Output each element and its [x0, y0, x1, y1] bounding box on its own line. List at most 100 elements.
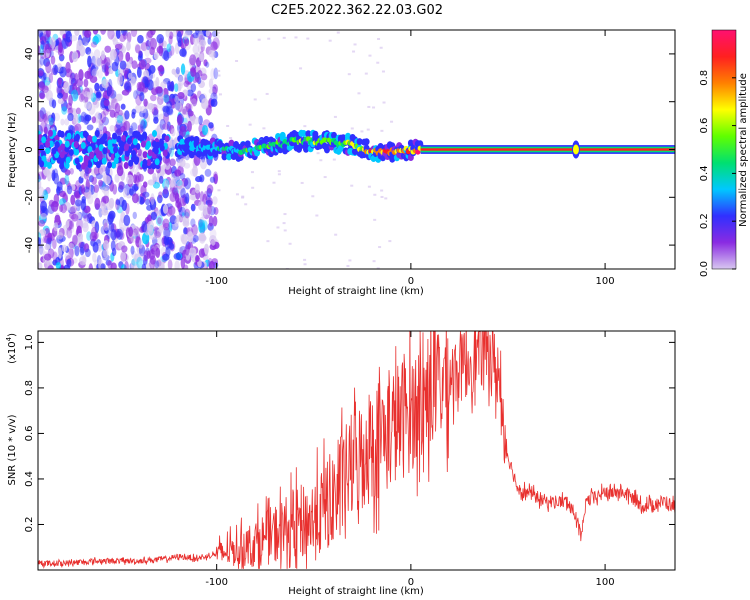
spectrogram-cell — [300, 130, 307, 138]
spectrogram-cell — [162, 253, 170, 261]
spectrogram-cell — [251, 186, 255, 189]
spectrogram-cell — [80, 184, 86, 194]
spectrogram-cell — [94, 111, 102, 123]
spectrogram-cell — [74, 148, 80, 156]
spectrogram-cell — [92, 30, 99, 35]
spectrogram-cell — [235, 60, 239, 63]
spectrogram-cell — [100, 111, 107, 123]
spectrogram-cell — [173, 252, 182, 260]
spectrogram-cell — [118, 181, 125, 190]
spectrogram-cell — [272, 181, 276, 184]
spectrogram-cell — [76, 39, 84, 51]
spectrogram-cell — [180, 63, 186, 75]
spectrogram-cell — [81, 218, 89, 229]
spectrogram-cell — [128, 159, 134, 167]
spectrogram-cell — [300, 181, 304, 184]
spectrogram-cell — [179, 158, 186, 168]
colorbar-scale — [711, 29, 737, 270]
spectrogram-cell — [145, 263, 152, 269]
spectrogram-cell — [178, 246, 184, 254]
spectrogram-cell — [179, 48, 187, 57]
spectrogram-cell — [57, 47, 64, 57]
spectrogram-cell — [190, 83, 197, 92]
spectrogram-cell — [131, 108, 137, 115]
spectrogram-cell — [116, 165, 124, 177]
spectrogram-cell — [82, 222, 89, 233]
spectrogram-cell — [120, 125, 126, 133]
spectrogram-cell — [140, 119, 146, 132]
spectrogram-cell — [59, 66, 67, 78]
spectrogram-cell — [158, 45, 164, 57]
spectrogram-cell — [149, 94, 157, 102]
spectrogram-cell — [80, 199, 87, 211]
spectrogram-cell — [210, 238, 216, 246]
spectrogram-marks — [38, 30, 675, 269]
spectrogram-cell — [56, 84, 63, 96]
spectrogram-cell — [93, 100, 100, 109]
spectrogram-cell — [147, 149, 153, 157]
spectrogram-cell — [143, 250, 149, 262]
spectrogram-cell — [143, 98, 148, 107]
spectrogram-cell — [40, 121, 47, 132]
spectrogram-cell — [83, 171, 90, 180]
snr-multiplier: (x104) — [5, 333, 18, 364]
spectrogram-cell — [74, 30, 80, 37]
spectrogram-cell — [134, 253, 141, 263]
spectrogram-cell — [174, 83, 179, 92]
spectrogram-cell — [146, 30, 154, 38]
spectrogram-cell — [347, 73, 351, 76]
spectrogram-cell — [66, 226, 72, 239]
spectrogram-cell — [266, 240, 270, 243]
spectrogram-cell — [306, 37, 310, 40]
spectrogram-cell — [198, 115, 203, 126]
spectrogram-cell — [363, 138, 370, 146]
spectrogram-cell — [70, 72, 76, 82]
spectrogram-cell — [88, 263, 94, 269]
colorbar-ticks: 0.0 0.2 0.4 0.6 0.8 — [699, 70, 736, 277]
spectrogram-cell — [283, 213, 287, 216]
spectrogram-cell — [330, 131, 337, 139]
spectrogram-cell — [153, 109, 159, 121]
spectrogram-cell — [378, 246, 382, 249]
spectrogram-cell — [45, 89, 53, 101]
spectrogram-cell — [51, 99, 57, 109]
spectrogram-cell — [372, 260, 376, 263]
spectrogram-cell — [169, 178, 176, 188]
spectrogram-cell — [384, 197, 388, 200]
spectrogram-cell — [46, 237, 53, 245]
spectrogram-cell — [208, 78, 214, 89]
spectrogram-cell — [107, 143, 113, 151]
spectrogram-cell — [265, 92, 269, 95]
spectrogram-cell — [216, 31, 220, 34]
spectrogram-cell — [111, 61, 119, 72]
spectrogram-cell — [142, 131, 148, 139]
spectrogram-cell — [107, 30, 115, 40]
spectrogram-cell — [74, 199, 82, 207]
spectrogram-cell — [282, 222, 286, 225]
spectrogram-cell — [118, 113, 125, 122]
spectrogram-cell — [102, 248, 109, 258]
spectrogram-cell — [311, 195, 315, 198]
spectrogram-cell — [303, 258, 307, 261]
spectrogram-cell — [39, 107, 46, 120]
spectrogram-cell — [77, 232, 84, 240]
spectrogram-cell — [229, 137, 233, 140]
spectrogram-cell — [161, 220, 166, 231]
spectrogram-cell — [74, 123, 82, 133]
spectrogram-cell — [110, 98, 118, 110]
spectrogram-cell — [367, 105, 371, 108]
spectrogram-cell — [166, 236, 173, 245]
spectrogram-cell — [38, 59, 42, 70]
spectrogram-cell — [50, 55, 56, 65]
spectrogram-cell — [55, 262, 62, 269]
spectrogram-cell — [179, 195, 187, 207]
snr-x-tick-label: 0 — [408, 577, 414, 588]
colorbar-tick-label: 0.4 — [699, 165, 710, 181]
spectrogram-cell — [149, 258, 156, 269]
spectrogram-cell — [357, 92, 361, 95]
spectrogram-cell — [44, 43, 52, 54]
spectrogram-cell — [65, 156, 71, 164]
spectrogram-cell — [161, 178, 170, 190]
spectrogram-cell — [64, 174, 70, 185]
